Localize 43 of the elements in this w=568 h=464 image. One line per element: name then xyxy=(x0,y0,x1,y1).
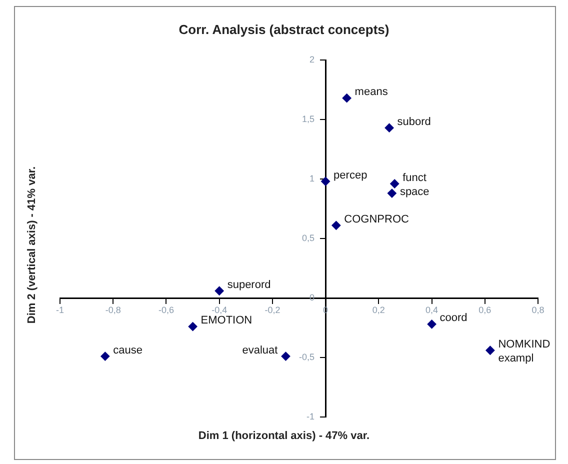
x-tick-label: 0,2 xyxy=(372,304,385,315)
point xyxy=(387,188,396,198)
point xyxy=(188,322,198,332)
annotation: COGNPROC xyxy=(344,213,410,226)
y-tick-label: 1 xyxy=(310,173,315,184)
annotation: NOMKIND xyxy=(498,338,550,350)
point xyxy=(486,346,495,355)
point xyxy=(332,220,341,230)
y-tick-label: -1 xyxy=(306,411,315,422)
annotation: subord xyxy=(397,116,431,128)
annotation: coord xyxy=(440,312,468,324)
x-tick-label: 0,6 xyxy=(478,304,492,315)
chart-title: Corr. Analysis (abstract concepts) xyxy=(178,22,390,37)
point xyxy=(321,176,330,186)
x-tick-label: 0,8 xyxy=(532,304,544,315)
annotation: evaluat xyxy=(242,344,278,356)
point xyxy=(281,352,290,361)
annotation: means xyxy=(354,86,388,98)
annotation: percep xyxy=(334,169,368,182)
point xyxy=(342,94,352,103)
annotation: EMOTION xyxy=(200,314,252,327)
annotation: funct xyxy=(402,172,426,184)
x-tick-label: -0,8 xyxy=(105,304,121,315)
point xyxy=(100,352,110,361)
annotation: exampl xyxy=(498,352,534,364)
point xyxy=(427,320,436,329)
y-tick-label: 2 xyxy=(310,54,315,64)
annotation: space xyxy=(400,186,430,198)
x-tick-label: -0,4 xyxy=(212,304,228,315)
annotation: superord xyxy=(227,278,271,291)
x-tick-label: 0,4 xyxy=(426,304,438,315)
y-tick-label: 1,5 xyxy=(302,114,315,124)
point xyxy=(214,286,224,296)
annotation: cause xyxy=(113,344,143,356)
x-tick-label: -0,6 xyxy=(158,304,174,315)
y-tick-label: 0,5 xyxy=(302,232,315,243)
point xyxy=(384,123,394,132)
x-axis-title: Dim 1 (horizontal axis) - 47% var. xyxy=(197,430,371,442)
x-tick-label: -0,2 xyxy=(264,304,280,315)
y-tick-label: -0,5 xyxy=(299,352,315,362)
x-tick-label: -1 xyxy=(56,304,64,315)
point xyxy=(390,179,400,188)
y-axis-title: Dim 2 (vertical axis) - 41% var. xyxy=(26,166,38,324)
